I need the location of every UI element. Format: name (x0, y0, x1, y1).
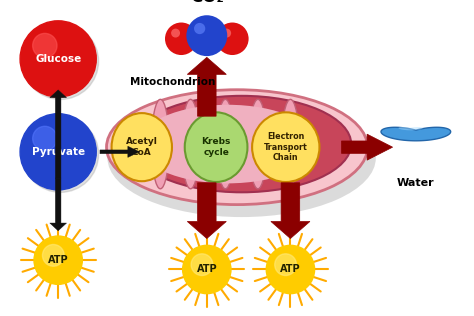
Text: ATP: ATP (280, 264, 301, 275)
Ellipse shape (252, 112, 319, 182)
Ellipse shape (165, 22, 198, 55)
Ellipse shape (152, 99, 169, 189)
Ellipse shape (20, 114, 96, 190)
Ellipse shape (20, 21, 96, 97)
Ellipse shape (22, 116, 99, 192)
Ellipse shape (249, 99, 267, 189)
Polygon shape (399, 127, 423, 130)
Ellipse shape (222, 29, 231, 38)
Ellipse shape (132, 96, 351, 192)
Ellipse shape (217, 99, 234, 189)
Ellipse shape (22, 23, 99, 100)
Polygon shape (381, 127, 451, 141)
Ellipse shape (108, 99, 376, 217)
Ellipse shape (171, 29, 180, 38)
Ellipse shape (186, 15, 227, 56)
Polygon shape (50, 90, 66, 178)
Text: Glucose: Glucose (35, 54, 81, 64)
Polygon shape (341, 134, 392, 160)
Polygon shape (187, 58, 226, 116)
Ellipse shape (33, 126, 57, 151)
Polygon shape (187, 183, 226, 239)
Ellipse shape (282, 99, 299, 189)
Text: Krebs
cycle: Krebs cycle (201, 137, 231, 157)
Text: Pyruvate: Pyruvate (32, 147, 85, 157)
Ellipse shape (216, 22, 248, 55)
Ellipse shape (111, 113, 172, 181)
Ellipse shape (33, 33, 57, 58)
Ellipse shape (266, 245, 315, 294)
Text: Acetyl
CoA: Acetyl CoA (126, 137, 158, 157)
Polygon shape (271, 183, 310, 239)
Ellipse shape (194, 23, 205, 34)
Text: Electron
Transport
Chain: Electron Transport Chain (264, 132, 308, 162)
Text: Water: Water (397, 178, 435, 188)
Ellipse shape (275, 254, 296, 276)
Polygon shape (100, 146, 139, 157)
Ellipse shape (43, 245, 64, 266)
Ellipse shape (34, 236, 82, 284)
Ellipse shape (191, 254, 213, 276)
Ellipse shape (107, 90, 367, 204)
Polygon shape (50, 178, 66, 231)
Ellipse shape (182, 245, 231, 294)
Text: Mitochondrion: Mitochondrion (130, 77, 216, 87)
Text: CO₂: CO₂ (190, 0, 224, 6)
Text: ATP: ATP (197, 264, 217, 275)
Ellipse shape (138, 105, 317, 183)
Ellipse shape (182, 99, 200, 189)
Ellipse shape (185, 112, 247, 182)
Text: ATP: ATP (48, 255, 68, 265)
